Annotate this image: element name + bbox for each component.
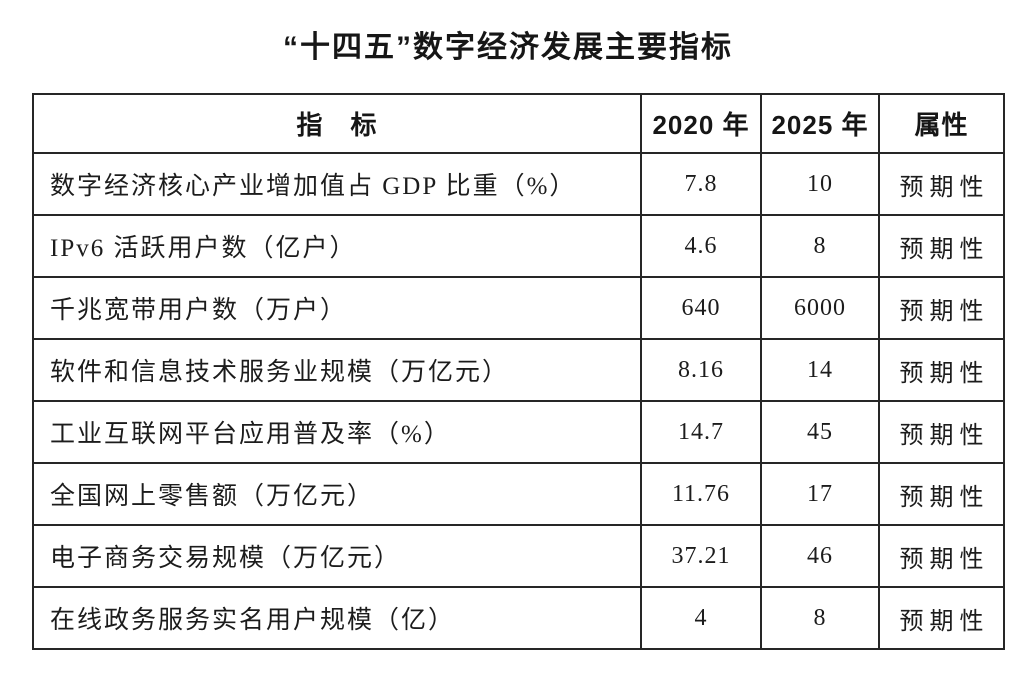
attribute-cell: 预期性 [878,462,1005,526]
attribute-cell: 预期性 [878,586,1005,650]
indicator-cell: 数字经济核心产业增加值占 GDP 比重（%） [32,152,642,216]
attribute-cell: 预期性 [878,524,1005,588]
value-2025-cell: 14 [760,338,880,402]
attribute-cell: 预期性 [878,400,1005,464]
indicator-cell: 电子商务交易规模（万亿元） [32,524,642,588]
value-2025-cell: 45 [760,400,880,464]
indicator-cell: 全国网上零售额（万亿元） [32,462,642,526]
table-row: 电子商务交易规模（万亿元） 37.21 46 预期性 [32,524,1005,588]
value-2025-cell: 46 [760,524,880,588]
attribute-cell: 预期性 [878,338,1005,402]
value-2025-cell: 10 [760,152,880,216]
value-2020-cell: 8.16 [640,338,762,402]
page-title: “十四五”数字经济发展主要指标 [283,31,733,64]
attribute-cell: 预期性 [878,276,1005,340]
attribute-cell: 预期性 [878,214,1005,278]
indicator-cell: 软件和信息技术服务业规模（万亿元） [32,338,642,402]
value-2025-cell: 8 [760,586,880,650]
table-row: 数字经济核心产业增加值占 GDP 比重（%） 7.8 10 预期性 [32,152,1005,216]
indicators-table: 指 标 2020 年 2025 年 属性 数字经济核心产业增加值占 GDP 比重… [32,93,1005,650]
indicator-cell: 工业互联网平台应用普及率（%） [32,400,642,464]
table-row: 在线政务服务实名用户规模（亿） 4 8 预期性 [32,586,1005,650]
value-2020-cell: 640 [640,276,762,340]
table-row: 工业互联网平台应用普及率（%） 14.7 45 预期性 [32,400,1005,464]
table-row: 全国网上零售额（万亿元） 11.76 17 预期性 [32,462,1005,526]
table-row: 千兆宽带用户数（万户） 640 6000 预期性 [32,276,1005,340]
value-2020-cell: 11.76 [640,462,762,526]
table-row: 软件和信息技术服务业规模（万亿元） 8.16 14 预期性 [32,338,1005,402]
value-2025-cell: 17 [760,462,880,526]
table-body: 数字经济核心产业增加值占 GDP 比重（%） 7.8 10 预期性 IPv6 活… [32,152,1005,650]
table-row: IPv6 活跃用户数（亿户） 4.6 8 预期性 [32,214,1005,278]
value-2025-cell: 8 [760,214,880,278]
value-2020-cell: 4.6 [640,214,762,278]
indicator-cell: 在线政务服务实名用户规模（亿） [32,586,642,650]
header-year-2025: 2025 年 [760,93,880,154]
table-header-row: 指 标 2020 年 2025 年 属性 [32,93,1005,154]
value-2020-cell: 7.8 [640,152,762,216]
header-year-2020: 2020 年 [640,93,762,154]
header-attribute: 属性 [878,93,1005,154]
value-2020-cell: 14.7 [640,400,762,464]
attribute-cell: 预期性 [878,152,1005,216]
header-indicator: 指 标 [32,93,642,154]
indicator-cell: IPv6 活跃用户数（亿户） [32,214,642,278]
value-2020-cell: 4 [640,586,762,650]
indicator-cell: 千兆宽带用户数（万户） [32,276,642,340]
value-2025-cell: 6000 [760,276,880,340]
value-2020-cell: 37.21 [640,524,762,588]
